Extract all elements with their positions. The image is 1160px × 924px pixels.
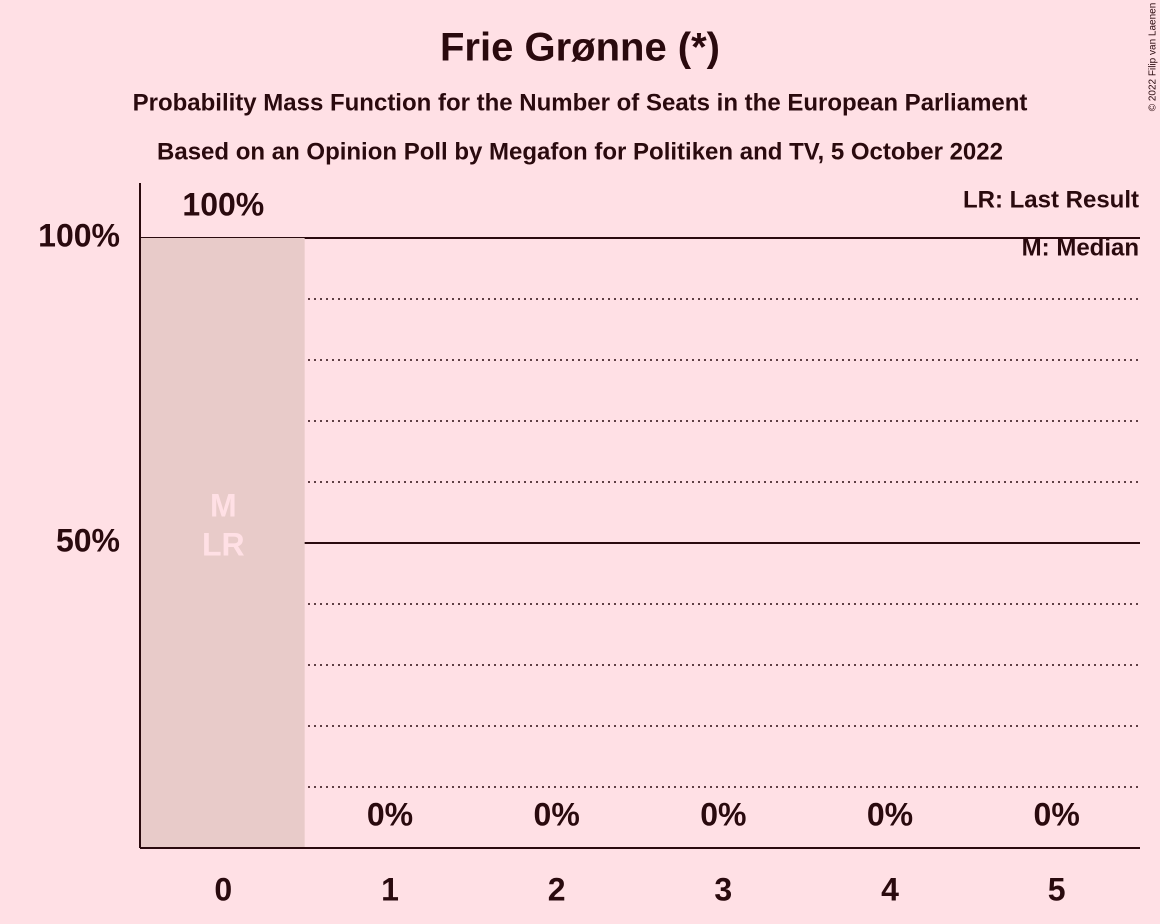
value-label: 0% — [700, 796, 746, 832]
y-tick-label: 50% — [56, 522, 120, 558]
value-label: 0% — [534, 796, 580, 832]
chart-title: Frie Grønne (*) — [440, 26, 720, 70]
x-tick-label: 2 — [548, 871, 566, 907]
x-tick-label: 0 — [214, 871, 232, 907]
chart-subtitle: Probability Mass Function for the Number… — [133, 89, 1028, 116]
y-tick-label: 100% — [38, 217, 120, 253]
x-tick-label: 5 — [1048, 871, 1066, 907]
legend-entry: LR: Last Result — [963, 186, 1139, 213]
value-label: 0% — [867, 796, 913, 832]
value-label: 0% — [367, 796, 413, 832]
bar — [140, 238, 305, 848]
x-tick-label: 3 — [714, 871, 732, 907]
last-result-marker: LR — [202, 526, 245, 562]
value-label: 0% — [1034, 796, 1080, 832]
copyright: © 2022 Filip van Laenen — [1148, 3, 1159, 112]
median-marker: M — [210, 487, 237, 523]
x-tick-label: 1 — [381, 871, 399, 907]
value-label: 100% — [182, 186, 264, 222]
x-tick-label: 4 — [881, 871, 899, 907]
chart-subtitle: Based on an Opinion Poll by Megafon for … — [157, 138, 1003, 165]
